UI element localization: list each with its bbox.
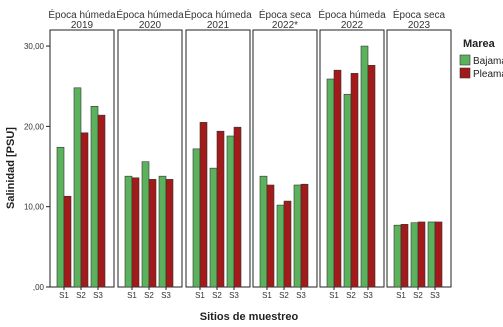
x-tick-label: S3: [296, 291, 306, 300]
bar: [165, 179, 174, 288]
panel-title-line1: Época húmeda: [318, 8, 386, 21]
y-axis: ,00 10,00 20,00 30,00: [24, 42, 50, 292]
panel-strip: [253, 8, 317, 30]
x-tick-label: S3: [93, 291, 103, 300]
bar: [259, 175, 268, 288]
bar: [283, 200, 292, 288]
bar: [63, 195, 72, 288]
bar: [333, 69, 342, 288]
x-tick-label: S1: [396, 291, 406, 300]
bar: [226, 135, 235, 288]
bar: [80, 132, 89, 288]
x-tick-label: S1: [127, 291, 137, 300]
bar: [276, 204, 285, 288]
panel-title-line2: 2023: [408, 20, 431, 31]
y-tick-label: 20,00: [24, 122, 45, 131]
panel-title-line2: 2021: [207, 20, 230, 31]
bar: [56, 146, 65, 288]
bar: [158, 175, 167, 288]
y-tick-label: ,00: [33, 283, 45, 292]
legend-swatch: [459, 67, 471, 79]
bar: [417, 221, 426, 288]
x-tick-label: S2: [144, 291, 154, 300]
panel-strip: [50, 8, 114, 30]
panel-title-line2: 2022*: [272, 20, 298, 31]
panel-title-line1: Época seca: [393, 8, 446, 21]
bar: [293, 184, 302, 288]
panel-strip: [186, 8, 250, 30]
x-tick-label: S3: [430, 291, 440, 300]
bar: [427, 221, 436, 288]
bar: [300, 183, 309, 288]
bar: [148, 179, 157, 288]
bar: [199, 122, 208, 288]
x-axis-title: Sitios de muestreo: [200, 311, 299, 323]
legend-swatch: [459, 54, 471, 66]
x-tick-label: S3: [363, 291, 373, 300]
x-tick-label: S2: [413, 291, 423, 300]
bar: [216, 130, 225, 288]
panel-title-line1: Época seca: [259, 8, 312, 21]
x-tick-label: S3: [161, 291, 171, 300]
x-tick-label: S1: [262, 291, 272, 300]
bar: [233, 126, 242, 288]
bar: [209, 167, 218, 288]
x-tick-label: S2: [212, 291, 222, 300]
y-tick-label: 10,00: [24, 203, 45, 212]
bar: [266, 184, 275, 288]
bar: [410, 222, 419, 288]
bar: [97, 114, 106, 288]
x-tick-label: S2: [346, 291, 356, 300]
panel-title-line2: 2020: [139, 20, 162, 31]
x-tick-label: S1: [195, 291, 205, 300]
panel-strip: [387, 8, 451, 30]
legend: Marea Bajamar Pleamar: [459, 38, 503, 80]
bar: [131, 177, 140, 288]
x-tick-label: S1: [329, 291, 339, 300]
panel-title-line2: 2019: [71, 20, 94, 31]
panel-strip: [118, 8, 182, 30]
y-tick-label: 30,00: [24, 42, 45, 51]
bar: [73, 87, 82, 288]
bar: [90, 105, 99, 288]
bar: [141, 161, 150, 288]
bar: [350, 73, 359, 288]
panel-strip: [320, 8, 384, 30]
bar: [192, 148, 201, 288]
legend-title: Marea: [463, 38, 496, 50]
x-tick-label: S2: [76, 291, 86, 300]
x-tick-label: S2: [279, 291, 289, 300]
x-tick-label: S3: [229, 291, 239, 300]
bar: [393, 224, 402, 288]
legend-label: Pleamar: [473, 69, 503, 80]
panel-title-line1: Época húmeda: [184, 8, 252, 21]
bar: [434, 221, 443, 288]
bar: [367, 65, 376, 288]
bar: [124, 175, 133, 288]
bar: [360, 45, 369, 288]
panel-title-line2: 2022: [341, 20, 364, 31]
legend-label: Bajamar: [473, 56, 503, 67]
bar: [326, 78, 335, 288]
x-tick-label: S1: [59, 291, 69, 300]
panel-title-line1: Época húmeda: [48, 8, 116, 21]
panel-title-line1: Época húmeda: [116, 8, 184, 21]
bar: [400, 224, 409, 288]
y-axis-title: Salinidad [PSU]: [5, 127, 17, 209]
bar: [343, 93, 352, 288]
